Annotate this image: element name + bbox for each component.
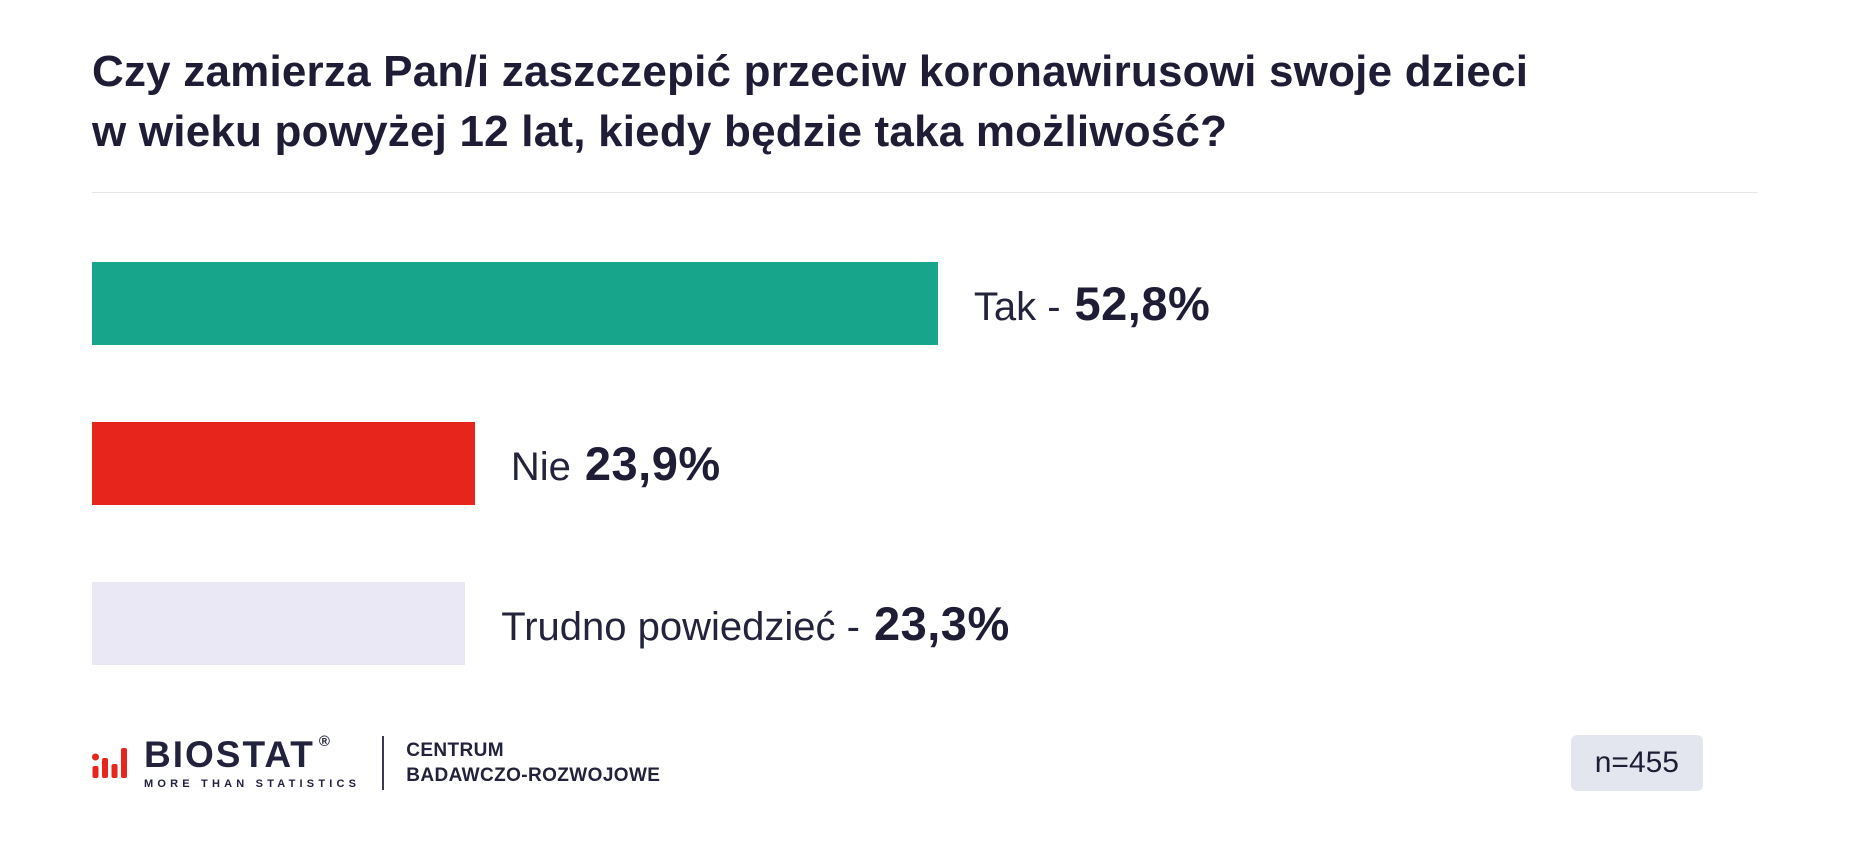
logo-tagline: MORE THAN STATISTICS	[144, 777, 361, 790]
bar-row: Tak - 52,8%	[92, 262, 1210, 345]
bar-row: Trudno powiedzieć - 23,3%	[92, 582, 1210, 665]
bar-label-text: Tak -	[973, 285, 1061, 329]
bar-label-text: Trudno powiedzieć -	[501, 605, 860, 649]
bar-chart-logo-icon	[92, 748, 127, 778]
page-title-line-1: Czy zamierza Pan/i zaszczepić przeciw ko…	[92, 47, 1529, 96]
page-title-line-2: w wieku powyżej 12 lat, kiedy będzie tak…	[92, 107, 1228, 156]
bar-nie	[92, 422, 475, 505]
bar-trudno-powiedzieć	[92, 582, 466, 665]
logo-text-block: BIOSTAT ® MORE THAN STATISTICS	[144, 733, 361, 790]
logo-registered-mark: ®	[318, 732, 330, 750]
sample-size-badge: n=455	[1570, 735, 1703, 791]
logo-subtitle: CENTRUM BADAWCZO-ROZWOJOWE	[406, 738, 660, 788]
bar-label: Nie 23,9%	[511, 436, 721, 491]
bar-chart: Tak - 52,8% Nie 23,9% Trudno powiedzieć - 23,…	[92, 262, 1210, 665]
bar-value: 23,9%	[584, 437, 721, 490]
page-title: Czy zamierza Pan/i zaszczepić przeciw ko…	[92, 42, 1528, 162]
logo-subtitle-line-1: CENTRUM	[406, 740, 504, 761]
logo-divider	[382, 736, 385, 790]
bar-value: 23,3%	[873, 597, 1010, 650]
logo-wordmark: BIOSTAT	[144, 733, 315, 775]
logo-subtitle-line-2: BADAWCZO-ROZWOJOWE	[406, 765, 661, 786]
footer: BIOSTAT ® MORE THAN STATISTICS CENTRUM B…	[92, 733, 1703, 791]
bar-row: Nie 23,9%	[92, 422, 1210, 505]
title-divider	[92, 192, 1758, 193]
bar-label: Tak - 52,8%	[974, 276, 1210, 331]
bar-label-text: Nie	[510, 445, 571, 489]
biostat-logo: BIOSTAT ® MORE THAN STATISTICS CENTRUM B…	[92, 733, 660, 790]
bar-tak	[92, 262, 938, 345]
bar-label: Trudno powiedzieć - 23,3%	[501, 596, 1009, 651]
bar-value: 52,8%	[1074, 277, 1211, 330]
